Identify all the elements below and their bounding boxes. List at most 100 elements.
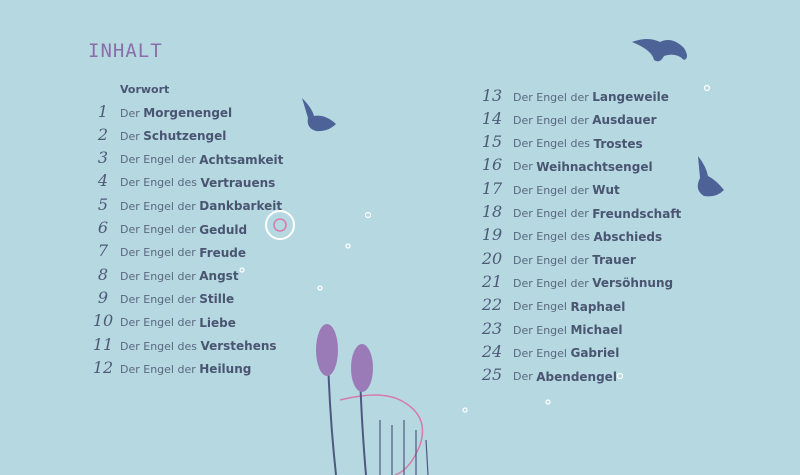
chapter-number: 5 (97, 194, 109, 214)
chapter-number: 17 (481, 178, 503, 198)
toc-entry: Der Engel des Verstehens (120, 336, 277, 356)
toc-entry: Der Engel der Geduld (120, 220, 247, 240)
entry-title: Versöhnung (592, 276, 674, 291)
entry-prefix: Der (120, 106, 144, 120)
toc-entry: Der Engel der Stille (120, 289, 234, 309)
preface-label: Vorwort (120, 82, 170, 96)
chapter-number: 6 (97, 218, 109, 237)
entry-title: Abendengel (536, 369, 617, 384)
toc-entry: Der Engel der Achtsamkeit (120, 150, 283, 170)
entry-title: Freundschaft (592, 206, 682, 221)
toc-entry: Der Engel Michael (513, 320, 623, 340)
chapter-number: 22 (481, 295, 503, 315)
entry-title: Gabriel (570, 346, 620, 361)
entry-title: Raphael (570, 299, 626, 314)
chapter-number: 19 (481, 225, 503, 245)
entry-title: Vertrauens (200, 175, 276, 190)
toc-entry: Der Engel der Langeweile (513, 87, 669, 107)
entry-prefix: Der Engel der (513, 276, 593, 290)
chapter-number: 16 (481, 155, 503, 175)
entry-prefix: Der Engel der (513, 253, 593, 267)
entry-title: Weihnachtsengel (536, 159, 653, 174)
chapter-number: 20 (481, 248, 503, 268)
entry-prefix: Der (513, 370, 537, 384)
entry-title: Michael (570, 323, 623, 337)
toc-entry: Der Engel der Versöhnung (513, 273, 673, 293)
chapter-number: 9 (97, 287, 109, 307)
page-title: INHALT (88, 40, 163, 62)
entry-title: Morgenengel (143, 106, 233, 120)
bird-icon (302, 98, 336, 132)
chapter-number: 8 (97, 264, 109, 284)
chapter-number: 15 (481, 132, 503, 152)
entry-prefix: Der (120, 129, 144, 143)
entry-prefix: Der Engel (513, 323, 571, 337)
chapter-number: 10 (92, 311, 114, 331)
toc-entry: Der Engel Raphael (513, 297, 625, 317)
entry-title: Trauer (592, 253, 636, 268)
entry-title: Dankbarkeit (199, 199, 283, 214)
entry-prefix: Der Engel der (513, 113, 593, 127)
entry-prefix: Der Engel des (513, 137, 594, 151)
entry-prefix: Der Engel des (120, 176, 201, 190)
entry-prefix: Der Engel der (120, 269, 200, 283)
toc-entry: Der Engel der Freundschaft (513, 204, 681, 224)
entry-prefix: Der Engel der (513, 90, 593, 104)
toc-entry: Der Engel der Trauer (513, 250, 636, 270)
toc-entry: Der Engel des Trostes (513, 134, 643, 154)
bird-icon (632, 39, 687, 62)
entry-title: Geduld (199, 222, 248, 237)
toc-entry: Der Engel der Freude (120, 243, 246, 263)
entry-prefix: Der Engel der (120, 246, 200, 260)
chapter-number: 3 (97, 148, 109, 168)
toc-entry: Der Morgenengel (120, 103, 232, 123)
chapter-number: 13 (481, 85, 503, 105)
entry-title: Freude (199, 245, 247, 260)
entry-prefix: Der Engel der (513, 207, 593, 220)
chapter-number: 24 (481, 341, 503, 361)
chapter-number: 12 (92, 357, 114, 377)
entry-title: Liebe (199, 315, 236, 330)
entry-prefix: Der Engel der (513, 183, 593, 197)
toc-entry: Der Schutzengel (120, 126, 226, 146)
entry-prefix: Der Engel der (120, 316, 200, 330)
chapter-number: 11 (92, 334, 114, 354)
toc-entry: Der Engel des Vertrauens (120, 173, 275, 193)
chapter-number: 7 (97, 241, 109, 261)
toc-entry: Der Engel des Abschieds (513, 227, 662, 247)
entry-title: Abschieds (593, 229, 663, 244)
entry-prefix: Der Engel (513, 300, 571, 314)
entry-prefix: Der Engel der (120, 199, 200, 213)
entry-prefix: Der Engel (513, 346, 571, 360)
circle-icon (265, 210, 295, 240)
chapter-number: 1 (97, 101, 109, 121)
entry-prefix: Der Engel des (513, 230, 594, 244)
toc-entry: Der Engel der Heilung (120, 359, 251, 379)
toc-entry: Der Engel Gabriel (513, 343, 619, 363)
entry-title: Langeweile (592, 90, 669, 104)
entry-prefix: Der Engel des (120, 339, 201, 353)
entry-title: Ausdauer (592, 113, 657, 128)
toc-entry: Der Abendengel (513, 367, 617, 387)
toc-entry: Der Engel der Wut (513, 180, 620, 200)
toc-entry-preface: Vorwort (120, 79, 169, 99)
entry-prefix: Der Engel der (120, 153, 200, 167)
entry-prefix: Der Engel der (120, 292, 200, 306)
chapter-number: 23 (481, 318, 503, 338)
toc-entry: Der Engel der Ausdauer (513, 110, 657, 130)
entry-prefix: Der (513, 160, 537, 174)
entry-title: Trostes (593, 136, 643, 151)
entry-title: Verstehens (200, 339, 277, 353)
entry-title: Achtsamkeit (199, 152, 284, 167)
toc-entry: Der Engel der Angst (120, 266, 239, 286)
entry-title: Wut (592, 183, 620, 198)
chapter-number: 21 (481, 271, 503, 291)
entry-prefix: Der Engel der (120, 362, 200, 376)
chapter-number: 18 (481, 202, 503, 221)
chapter-number: 25 (481, 365, 503, 385)
entry-title: Schutzengel (143, 129, 227, 144)
chapter-number: 2 (97, 124, 109, 144)
bird-icon (697, 156, 724, 197)
chapter-number: 14 (481, 108, 503, 128)
